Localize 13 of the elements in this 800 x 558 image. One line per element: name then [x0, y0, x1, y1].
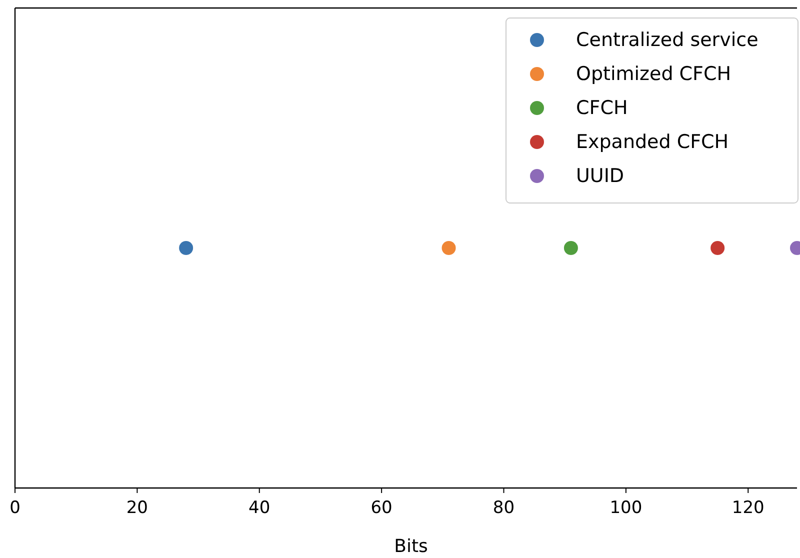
legend-label: Optimized CFCH: [576, 63, 732, 85]
x-tick-label: 0: [10, 498, 20, 518]
x-tick-label: 40: [248, 498, 270, 518]
x-tick-label: 60: [370, 498, 392, 518]
x-axis-title: Bits: [394, 536, 428, 557]
x-tick-label: 120: [732, 498, 764, 518]
legend-label: Expanded CFCH: [576, 131, 729, 153]
legend-label: CFCH: [576, 97, 628, 119]
x-tick-label: 100: [610, 498, 642, 518]
legend-label: Centralized service: [576, 29, 758, 51]
legend-label: UUID: [576, 165, 624, 187]
x-tick-label: 80: [492, 498, 515, 518]
x-tick-label: 20: [126, 498, 148, 518]
